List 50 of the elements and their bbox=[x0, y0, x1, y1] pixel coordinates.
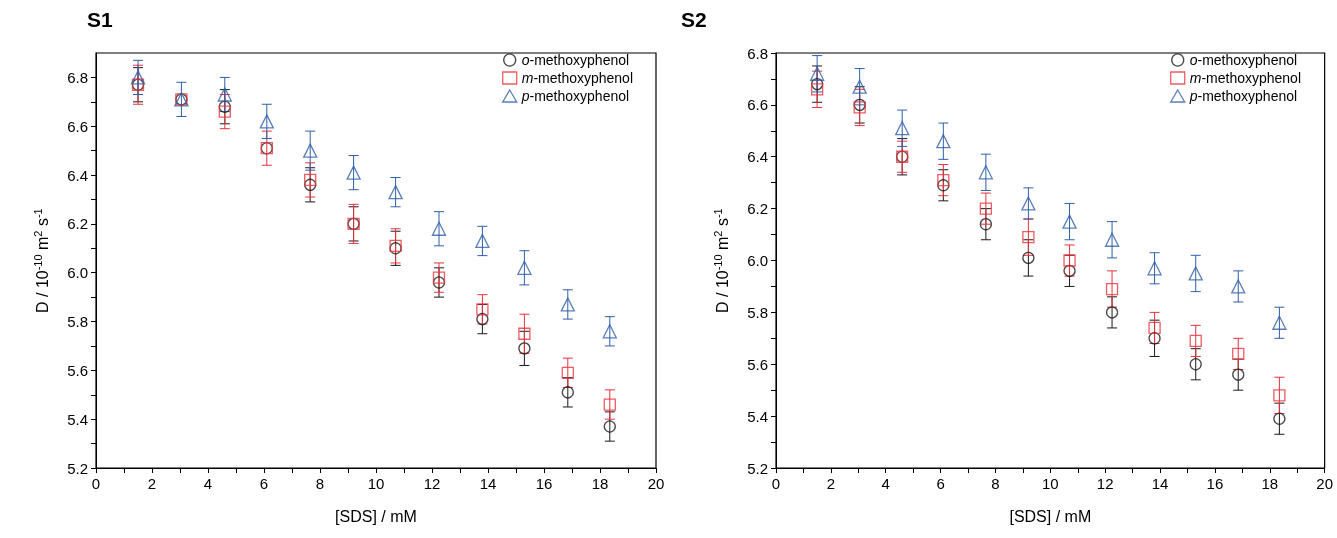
x-tick-label: 0 bbox=[91, 475, 101, 492]
y-tick-label: 5.4 bbox=[67, 410, 88, 428]
y-tick-label: 6.8 bbox=[747, 44, 768, 62]
x-tick-label: 6 bbox=[259, 475, 269, 492]
x-tick-label: 12 bbox=[1096, 475, 1114, 492]
y-tick-label: 5.2 bbox=[67, 459, 88, 477]
y-tick-label: 5.8 bbox=[67, 313, 88, 331]
x-tick-label: 4 bbox=[881, 475, 890, 492]
legend-label: m-methoxyphenol bbox=[521, 70, 634, 86]
y-tick-label: 6.8 bbox=[67, 68, 88, 86]
y-tick-label: 6.2 bbox=[747, 200, 768, 218]
y-tick-label: 5.6 bbox=[67, 361, 88, 379]
legend-label: p-methoxyphenol bbox=[1188, 88, 1298, 104]
x-tick-label: 20 bbox=[1316, 475, 1333, 492]
x-tick-label: 20 bbox=[647, 475, 665, 492]
x-axis-title: [SDS] / mM bbox=[335, 507, 417, 525]
y-tick-label: 6.4 bbox=[747, 148, 768, 166]
x-tick-label: 6 bbox=[936, 475, 945, 492]
x-tick-label: 8 bbox=[991, 475, 1000, 492]
y-tick-label: 5.6 bbox=[747, 355, 768, 373]
x-axis-title: [SDS] / mM bbox=[1009, 507, 1092, 525]
x-tick-label: 18 bbox=[1261, 475, 1279, 492]
x-tick-label: 12 bbox=[423, 475, 441, 492]
x-tick-label: 8 bbox=[315, 475, 325, 492]
legend-label: p-methoxyphenol bbox=[520, 88, 630, 104]
x-tick-label: 14 bbox=[1151, 475, 1169, 492]
chart-title: S1 bbox=[87, 8, 114, 31]
y-tick-label: 5.8 bbox=[747, 303, 768, 321]
x-tick-label: 10 bbox=[367, 475, 385, 492]
y-tick-label: 5.4 bbox=[747, 407, 768, 425]
x-tick-label: 16 bbox=[1206, 475, 1224, 492]
legend-label: m-methoxyphenol bbox=[1189, 70, 1302, 86]
y-tick-label: 6.0 bbox=[747, 252, 768, 269]
y-tick-label: 6.0 bbox=[67, 264, 88, 282]
legend-label: o-methoxyphenol bbox=[1189, 52, 1298, 68]
y-tick-label: 6.4 bbox=[67, 166, 88, 184]
x-tick-label: 18 bbox=[591, 475, 609, 492]
x-tick-label: 16 bbox=[535, 475, 553, 492]
x-tick-label: 10 bbox=[1041, 475, 1059, 492]
x-tick-label: 2 bbox=[147, 475, 157, 492]
y-tick-label: 5.2 bbox=[747, 459, 768, 477]
y-tick-label: 6.6 bbox=[67, 117, 88, 135]
x-tick-label: 4 bbox=[203, 475, 213, 492]
y-tick-label: 6.2 bbox=[67, 215, 88, 233]
chart-title: S2 bbox=[681, 8, 707, 31]
x-tick-label: 14 bbox=[479, 475, 497, 492]
x-tick-label: 2 bbox=[826, 475, 836, 492]
y-tick-label: 6.6 bbox=[747, 96, 768, 114]
legend-label: o-methoxyphenol bbox=[521, 52, 630, 68]
x-tick-label: 0 bbox=[771, 475, 781, 492]
